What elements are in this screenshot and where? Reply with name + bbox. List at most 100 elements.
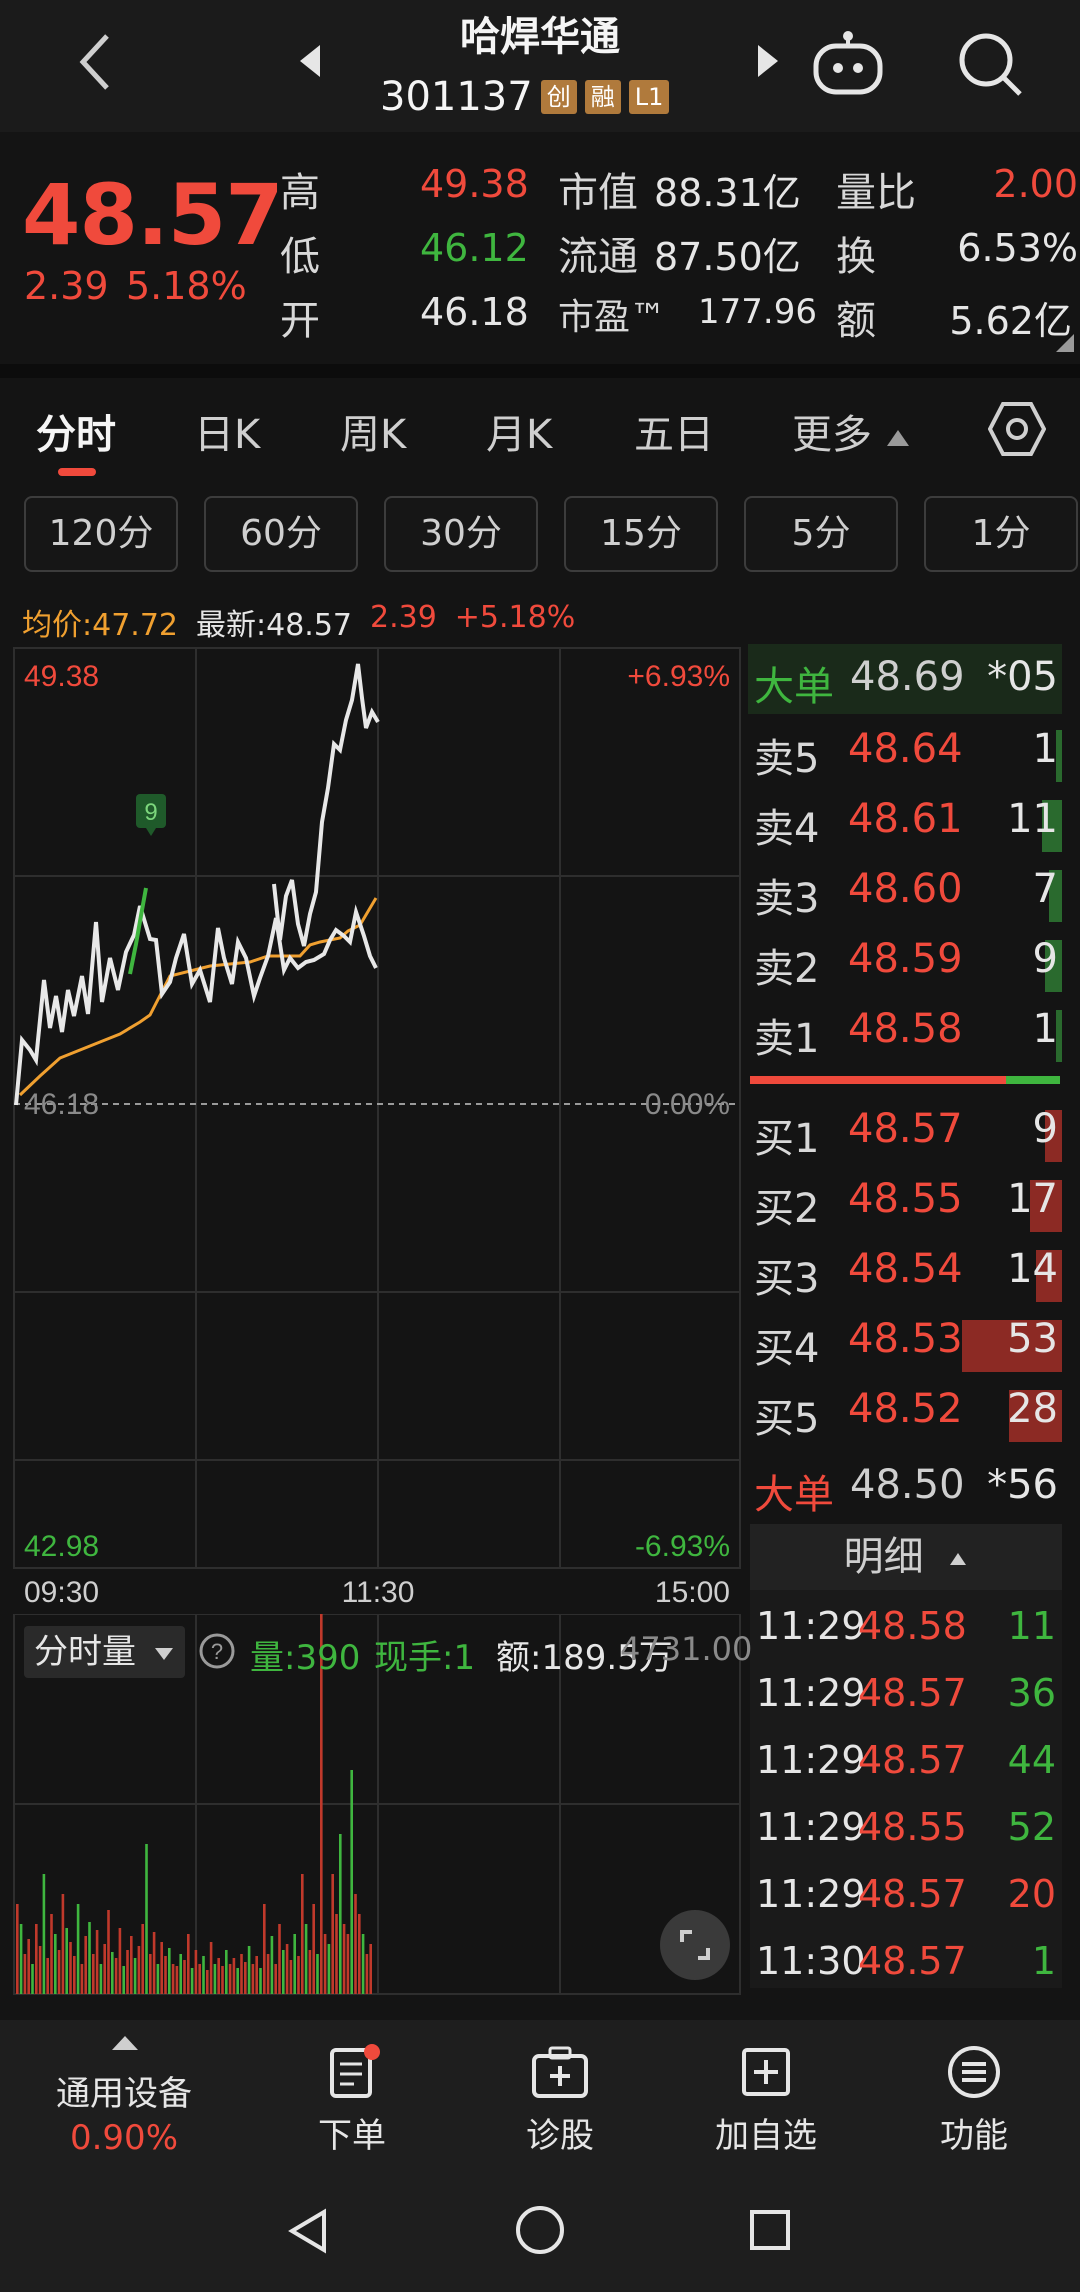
volume-bar bbox=[73, 1956, 76, 1994]
volume-bar bbox=[76, 1904, 80, 1994]
system-navigation-bar bbox=[0, 2170, 1080, 2292]
dropdown-arrow-icon bbox=[154, 1647, 173, 1660]
bid-vol: 14 bbox=[1007, 1246, 1058, 1292]
trade-detail-row: 11:29 48.55 52 bbox=[754, 1797, 1060, 1863]
help-icon[interactable]: ? bbox=[198, 1632, 236, 1674]
expand-corner-icon[interactable] bbox=[1056, 334, 1074, 356]
mktcap-label: 市值 bbox=[558, 170, 638, 216]
volume-bar bbox=[339, 1834, 342, 1994]
trade-detail-row: 11:29 48.57 36 bbox=[754, 1663, 1060, 1729]
volume-bar bbox=[187, 1934, 190, 1994]
bid-label: 买2 bbox=[754, 1186, 820, 1232]
volume-bar bbox=[145, 1844, 148, 1994]
bid-vol: 28 bbox=[1007, 1386, 1058, 1432]
ask-volume-bar bbox=[1042, 800, 1062, 852]
volume-bar bbox=[156, 1964, 160, 1994]
bid-price: 48.54 bbox=[848, 1246, 963, 1292]
big-order-bottom[interactable]: 大单 48.50 *56 bbox=[748, 1452, 1062, 1522]
next-stock-icon[interactable] bbox=[748, 36, 788, 86]
volume-chart[interactable] bbox=[0, 1614, 745, 2000]
search-icon[interactable] bbox=[950, 24, 1030, 104]
trade-time: 11:29 bbox=[756, 1738, 866, 1782]
bid-row[interactable]: 买2 48.55 17 bbox=[748, 1166, 1062, 1236]
ask-row[interactable]: 卖5 48.64 1 bbox=[748, 716, 1062, 786]
volume-bar bbox=[164, 1956, 167, 1994]
ask-vol: 1 bbox=[1032, 726, 1058, 772]
tab-more[interactable]: 更多 bbox=[792, 402, 911, 460]
low-value: 46.12 bbox=[420, 226, 529, 270]
trade-detail-row: 11:29 48.57 20 bbox=[754, 1864, 1060, 1930]
interval-60min[interactable]: 60分 bbox=[204, 496, 358, 572]
interval-30min[interactable]: 30分 bbox=[384, 496, 538, 572]
bid-label: 买4 bbox=[754, 1326, 820, 1372]
open-value: 46.18 bbox=[420, 290, 529, 334]
back-icon[interactable] bbox=[60, 22, 130, 102]
volume-bar bbox=[168, 1948, 171, 1994]
ask-vol: 7 bbox=[1032, 866, 1058, 912]
volume-bar bbox=[320, 1614, 323, 1994]
volume-bar bbox=[149, 1954, 152, 1994]
volume-bar bbox=[35, 1924, 38, 1994]
volume-bar bbox=[175, 1966, 179, 1994]
volume-bar bbox=[274, 1964, 277, 1994]
interval-120min[interactable]: 120分 bbox=[24, 496, 178, 572]
volume-selector[interactable]: 分时量 bbox=[24, 1626, 185, 1678]
bid-row[interactable]: 买5 48.52 28 bbox=[748, 1376, 1062, 1446]
volume-bar bbox=[327, 1944, 331, 1994]
bid-vol: 9 bbox=[1032, 1106, 1058, 1152]
big-order-top-price: 48.69 bbox=[850, 654, 965, 700]
trade-volume: 44 bbox=[1007, 1738, 1056, 1782]
volume-bar bbox=[316, 1954, 319, 1994]
industry-label: 通用设备 bbox=[56, 2074, 192, 2114]
trade-detail-header[interactable]: 明细 bbox=[750, 1524, 1062, 1590]
volume-bar bbox=[137, 1946, 141, 1994]
ask-row[interactable]: 卖2 48.59 9 bbox=[748, 926, 1062, 996]
bid-row[interactable]: 买1 48.57 9 bbox=[748, 1096, 1062, 1166]
ask-row[interactable]: 卖3 48.60 7 bbox=[748, 856, 1062, 926]
settings-hexagon-icon[interactable] bbox=[987, 400, 1047, 462]
tab-monthly-k[interactable]: 月K bbox=[486, 412, 553, 458]
interval-5min[interactable]: 5分 bbox=[744, 496, 898, 572]
high-value: 49.38 bbox=[420, 162, 529, 206]
prev-stock-icon[interactable] bbox=[290, 36, 330, 86]
trade-time: 11:29 bbox=[756, 1604, 866, 1648]
bid-label: 买3 bbox=[754, 1256, 820, 1302]
interval-1min[interactable]: 1分 bbox=[924, 496, 1078, 572]
ask-row[interactable]: 卖1 48.58 1 bbox=[748, 996, 1062, 1066]
tab-daily-k[interactable]: 日K bbox=[194, 412, 261, 458]
intraday-chart[interactable]: 9 49.38 +6.93% 46.18 0.00% 42.98 -6.93% … bbox=[0, 640, 745, 1610]
volume-bar bbox=[304, 1924, 308, 1994]
trade-volume: 36 bbox=[1007, 1671, 1056, 1715]
functions-label: 功能 bbox=[940, 2116, 1008, 2156]
fullscreen-button[interactable] bbox=[660, 1910, 730, 1980]
volume-bar bbox=[126, 1950, 129, 1994]
system-recents-icon[interactable] bbox=[746, 2206, 794, 2254]
book-divider-red bbox=[750, 1076, 1060, 1084]
system-home-icon[interactable] bbox=[514, 2204, 566, 2256]
volume-bar bbox=[342, 1924, 346, 1994]
tab-timeshare[interactable]: 分时 bbox=[36, 412, 116, 458]
robot-assistant-icon[interactable] bbox=[806, 24, 890, 104]
trade-time: 11:29 bbox=[756, 1872, 866, 1916]
y-mid-price: 46.18 bbox=[24, 1088, 99, 1121]
volume-bar bbox=[194, 1950, 198, 1994]
tab-weekly-k[interactable]: 周K bbox=[340, 412, 407, 458]
big-order-top[interactable]: 大单 48.69 *05 bbox=[748, 644, 1062, 714]
system-back-icon[interactable] bbox=[284, 2206, 334, 2256]
x-label-close: 15:00 bbox=[655, 1576, 730, 1609]
peak-marker-label: 9 bbox=[144, 799, 157, 826]
tag-chuang: 创 bbox=[540, 80, 577, 114]
ask-label: 卖1 bbox=[754, 1016, 820, 1062]
ask-row[interactable]: 卖4 48.61 11 bbox=[748, 786, 1062, 856]
y-bottom-pct: -6.93% bbox=[635, 1530, 730, 1563]
volume-bar bbox=[301, 1874, 304, 1994]
bid-row[interactable]: 买3 48.54 14 bbox=[748, 1236, 1062, 1306]
interval-15min[interactable]: 15分 bbox=[564, 496, 718, 572]
diagnose-label: 诊股 bbox=[526, 2116, 594, 2156]
volume-bar bbox=[236, 1968, 239, 1994]
volume-bar bbox=[160, 1942, 163, 1994]
bid-row[interactable]: 买4 48.53 53 bbox=[748, 1306, 1062, 1376]
tab-five-day[interactable]: 五日 bbox=[634, 412, 714, 458]
volume-axis-max: 4731.00 bbox=[620, 1630, 753, 1668]
ask-label: 卖4 bbox=[754, 806, 820, 852]
